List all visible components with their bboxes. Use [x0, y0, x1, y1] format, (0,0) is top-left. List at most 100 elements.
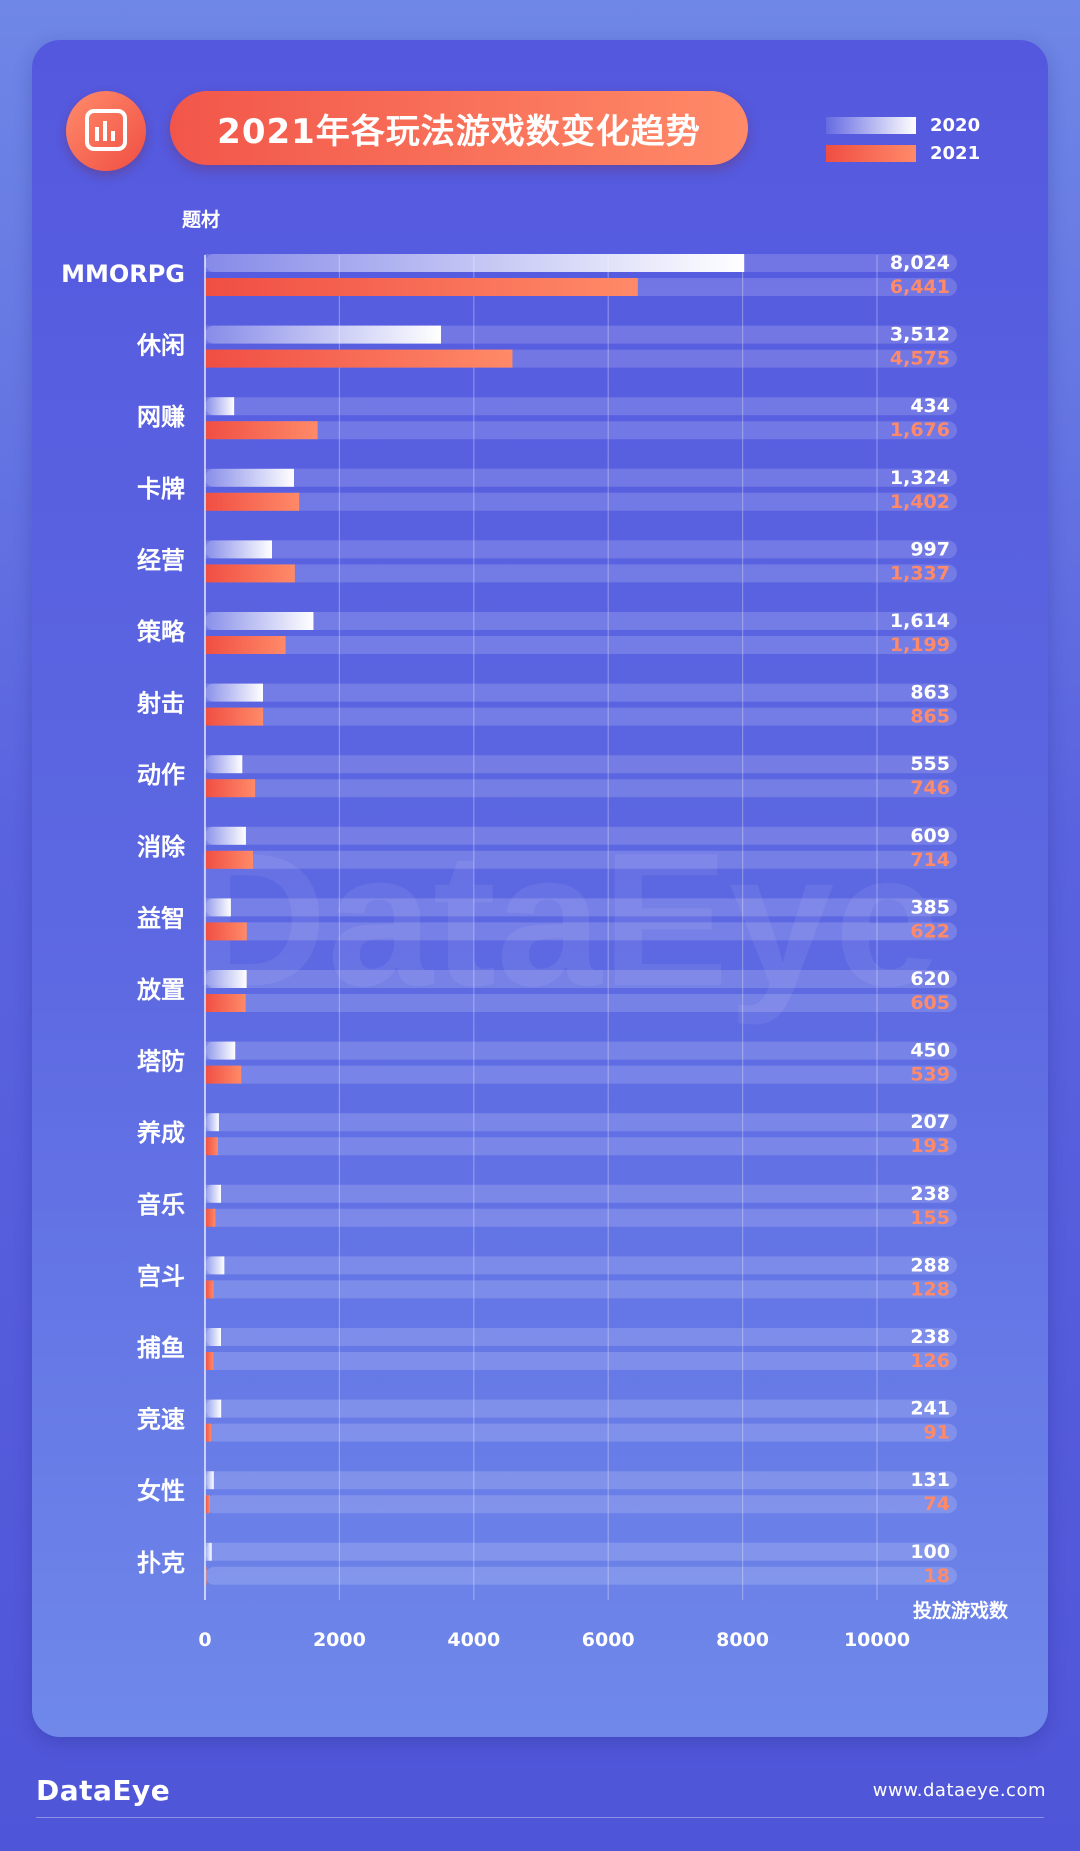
bar-2020: [205, 397, 235, 416]
bar-2021: [205, 922, 247, 941]
bar-2020: [205, 1113, 219, 1132]
data-label-2021: 746: [910, 777, 950, 799]
bar-track-2020: [205, 1113, 957, 1132]
bar-2020: [205, 1542, 212, 1561]
bar-2020: [205, 1328, 221, 1346]
bar-2021: [205, 1065, 242, 1084]
bar-2021: [205, 492, 300, 511]
data-label-2020: 620: [910, 968, 950, 990]
data-label-2021: 193: [910, 1135, 950, 1157]
data-label-2021: 605: [910, 992, 950, 1014]
data-label-2020: 238: [910, 1326, 950, 1348]
bar-2020: [205, 540, 272, 559]
data-label-2020: 1,324: [890, 467, 950, 489]
bar-track-2020: [205, 1184, 957, 1203]
x-tick-label: 0: [198, 1629, 211, 1651]
data-label-2020: 238: [910, 1183, 950, 1205]
bar-2020: [205, 468, 294, 487]
footer-divider: [36, 1817, 1044, 1818]
bar-track-2021: [205, 1208, 957, 1227]
data-label-2020: 997: [910, 538, 950, 560]
legend-label-2021: 2021: [930, 143, 981, 164]
bar-track-2021: [205, 492, 957, 511]
y-tick-label: 竞速: [137, 1406, 185, 1434]
y-tick-label: 休闲: [136, 332, 185, 360]
data-label-2021: 1,199: [890, 634, 950, 656]
bar-track-2020: [205, 612, 957, 630]
data-label-2020: 241: [910, 1398, 950, 1420]
data-label-2021: 1,676: [890, 419, 950, 441]
y-tick-label: 捕鱼: [137, 1334, 185, 1362]
bar-2020: [205, 254, 745, 272]
y-tick-label: 消除: [137, 833, 186, 861]
bar-track-2020: [205, 468, 957, 487]
bar-2021: [205, 1137, 218, 1156]
data-label-2020: 207: [910, 1111, 950, 1133]
bar-track-2021: [205, 564, 957, 583]
x-tick-label: 8000: [716, 1629, 769, 1651]
bar-chart-icon: [66, 91, 146, 171]
data-label-2021: 714: [910, 849, 950, 871]
y-tick-label: 网赚: [137, 403, 185, 431]
y-tick-label: 扑克: [137, 1549, 185, 1577]
bar-track-2021: [205, 1065, 957, 1084]
bar-2021: [205, 994, 246, 1012]
bar-track-2021: [205, 636, 957, 654]
bar-2020: [205, 1256, 225, 1275]
legend-swatch-2021: [826, 145, 916, 162]
bar-track-2021: [205, 1352, 957, 1370]
y-axis-title: 题材: [182, 209, 221, 231]
bar-track-2020: [205, 755, 957, 774]
bar-track-2021: [205, 421, 957, 440]
data-label-2021: 622: [910, 920, 950, 942]
bar-track-2020: [205, 397, 957, 416]
bar-track-2020: [205, 540, 957, 559]
y-tick-label: MMORPG: [61, 260, 185, 288]
y-tick-label: 策略: [137, 618, 186, 646]
chart-title: 2021年各玩法游戏数变化趋势: [217, 111, 701, 152]
bar-2020: [205, 898, 231, 917]
bar-2021: [205, 779, 256, 798]
bar-2021: [205, 1423, 212, 1442]
x-axis-title: 投放游戏数: [913, 1599, 1009, 1622]
y-tick-label: 音乐: [137, 1191, 185, 1219]
data-label-2020: 1,614: [890, 610, 950, 632]
legend-swatch-2020: [826, 117, 916, 134]
y-tick-label: 养成: [136, 1119, 185, 1147]
data-label-2021: 539: [910, 1064, 950, 1086]
bar-2020: [205, 970, 247, 988]
bar-2021: [205, 850, 253, 869]
y-tick-label: 经营: [137, 546, 185, 574]
data-label-2020: 450: [910, 1040, 950, 1062]
data-label-2021: 126: [910, 1350, 950, 1372]
bar-track-2021: [205, 1495, 957, 1514]
data-label-2020: 385: [910, 896, 950, 918]
y-tick-label: 卡牌: [137, 475, 185, 503]
bar-2020: [205, 683, 263, 702]
y-tick-label: 放置: [136, 976, 185, 1004]
bar-track-2021: [205, 994, 957, 1012]
watermark: DataEye: [190, 814, 940, 1026]
bar-track-2020: [205, 1399, 957, 1418]
bar-2020: [205, 1184, 221, 1203]
bar-track-2021: [205, 707, 957, 726]
bar-2021: [205, 1208, 216, 1227]
y-tick-label: 动作: [137, 761, 185, 789]
bar-track-2020: [205, 970, 957, 988]
data-label-2021: 865: [910, 706, 950, 728]
bar-track-2020: [205, 826, 957, 845]
bar-track-2021: [205, 1423, 957, 1442]
data-label-2020: 3,512: [890, 324, 950, 346]
bar-2020: [205, 612, 314, 630]
data-label-2020: 8,024: [890, 252, 950, 274]
bar-2021: [205, 1280, 214, 1299]
bar-track-2021: [205, 1280, 957, 1299]
x-tick-label: 10000: [844, 1629, 910, 1651]
legend-label-2020: 2020: [930, 115, 981, 136]
bar-track-2020: [205, 898, 957, 917]
chart-title-pill: 2021年各玩法游戏数变化趋势: [170, 91, 748, 165]
bar-2021: [205, 707, 264, 726]
y-tick-label: 塔防: [137, 1048, 185, 1076]
website-link[interactable]: www.dataeye.com: [872, 1780, 1046, 1801]
bar-2021: [205, 349, 513, 368]
